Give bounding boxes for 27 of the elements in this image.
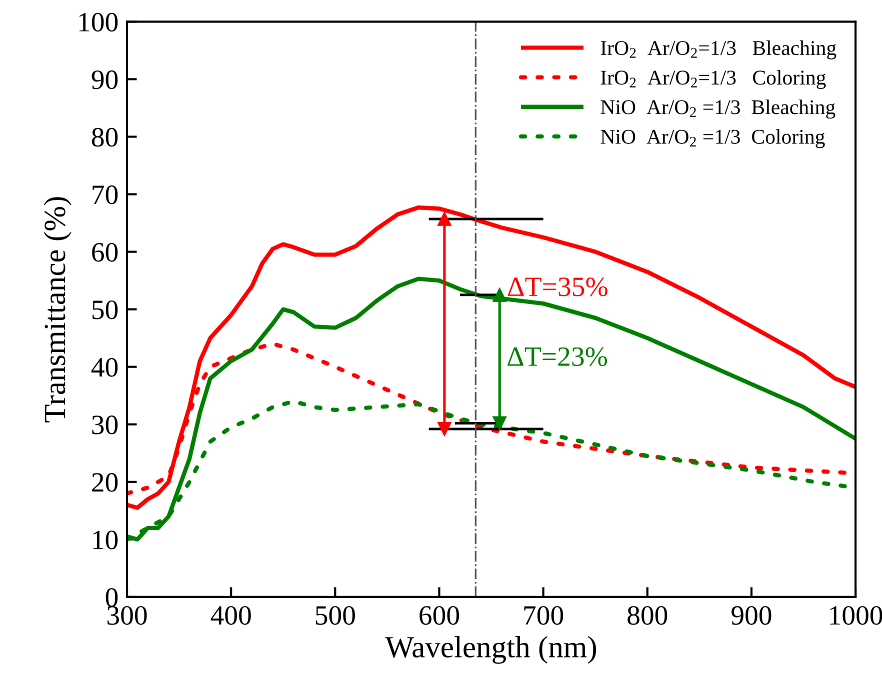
y-tick-label: 60 [92,242,118,262]
x-tick-label: 300 [108,606,147,625]
x-tick-label: 400 [210,606,251,625]
y-axis-title: Transmittance (%) [44,197,72,422]
legend-label: IrO$_{2}$ Ar/O$_{2}$=1/3 Bleaching [600,40,836,60]
y-tick-label: 50 [92,300,118,320]
legend-label: NiO Ar/O$_{2}$ =1/3 Bleaching [600,100,836,119]
x-tick-label: 900 [732,606,772,625]
annotation: ΔT=23% [508,347,608,366]
y-tick-label: 0 [106,588,118,607]
y-tick-label: 40 [91,358,118,377]
x-tick-label: 600 [420,606,460,625]
x-tick-label: 700 [524,606,564,625]
legend-label: NiO Ar/O$_{2}$ =1/3 Coloring [600,129,825,148]
y-tick-label: 80 [92,128,118,147]
y-tick-label: 30 [92,416,118,434]
legend-label: IrO$_{2}$ Ar/O$_{2}$=1/3 Coloring [600,70,826,89]
annotation: ΔT=35% [508,277,608,296]
y-tick-label: 70 [92,185,118,204]
x-tick-label: 500 [316,606,355,625]
y-tick-label: 100 [79,12,118,32]
y-tick-label: 20 [92,473,118,492]
x-axis-title: Wavelength (nm) [385,636,596,664]
x-tick-label: 1000 [830,606,882,625]
y-tick-label: 10 [93,530,118,550]
x-tick-label: 800 [628,606,668,625]
y-tick-label: 90 [92,70,118,90]
